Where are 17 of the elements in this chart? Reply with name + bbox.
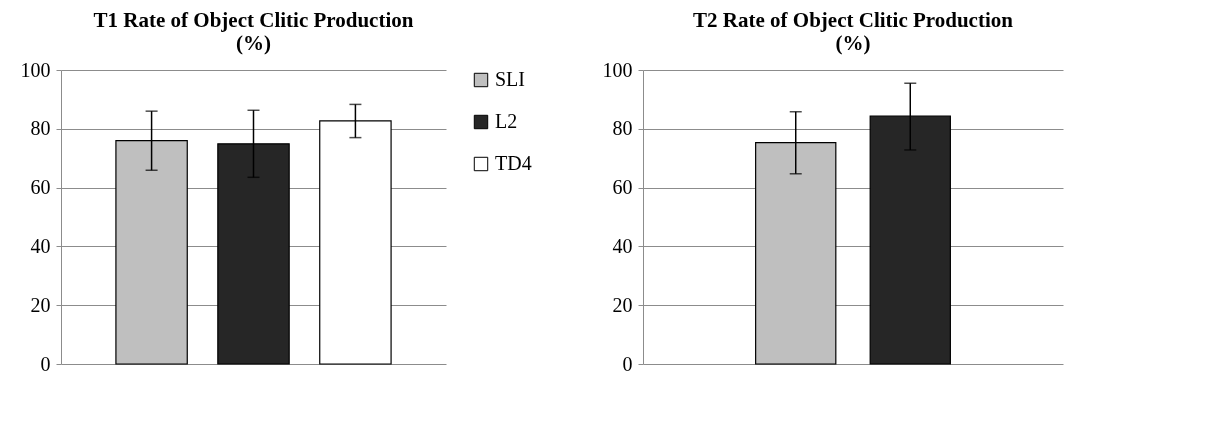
y-tick-label: 20	[30, 293, 51, 316]
y-tick-label: 0	[40, 352, 51, 375]
y-tick-label: 40	[30, 234, 51, 257]
y-tick-label: 80	[612, 117, 633, 140]
y-tick-label: 100	[20, 58, 51, 81]
y-tick-label: 60	[612, 176, 633, 199]
legend-label: SLI	[495, 68, 525, 90]
legend-label: TD4	[495, 152, 532, 174]
chart-title: T1 Rate of Object Clitic Production (%)	[93, 8, 414, 55]
y-tick-label: 20	[612, 293, 633, 316]
y-tick-label: 0	[622, 352, 633, 375]
chart-title: T2 Rate of Object Clitic Production (%)	[693, 8, 1014, 55]
y-tick-label: 80	[30, 117, 51, 140]
legend-label: L2	[495, 110, 518, 132]
y-tick-label: 40	[612, 234, 633, 257]
y-tick-label: 100	[602, 58, 633, 81]
y-tick-label: 60	[30, 176, 51, 199]
